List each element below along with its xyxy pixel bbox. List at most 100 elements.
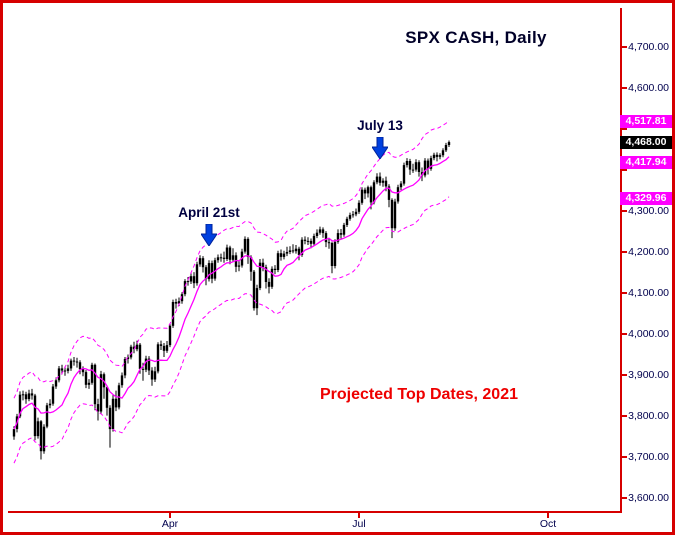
- candle-body: [114, 398, 118, 408]
- candle-body: [411, 169, 415, 171]
- candle-body: [177, 301, 181, 304]
- candle-body: [36, 421, 40, 437]
- y-axis-tick: [622, 87, 627, 89]
- candle-body: [342, 224, 346, 235]
- candle-body: [435, 154, 439, 157]
- candle-body: [279, 253, 283, 257]
- candle-body: [216, 257, 220, 261]
- candle-body: [54, 380, 58, 387]
- candle-body: [192, 276, 196, 284]
- candle-body: [225, 247, 229, 259]
- candle-body: [135, 344, 139, 350]
- y-axis-tick: [622, 333, 627, 335]
- candle-body: [210, 263, 214, 279]
- candle-body: [207, 263, 211, 280]
- candle-body: [150, 370, 154, 380]
- candle-body: [318, 229, 322, 233]
- candle-body: [141, 368, 145, 370]
- candle-body: [48, 403, 52, 406]
- candle-body: [198, 258, 202, 265]
- candle-body: [159, 344, 163, 346]
- candle-body: [366, 187, 370, 194]
- candle-body: [138, 344, 142, 369]
- y-axis-tick: [622, 374, 627, 376]
- candle-body: [363, 189, 367, 194]
- candle-body: [123, 359, 127, 376]
- down-arrow-icon: [200, 223, 218, 248]
- annotation-label: April 21st: [178, 205, 240, 221]
- candle-body: [426, 160, 430, 169]
- candle-body: [231, 255, 235, 260]
- candle-body: [42, 426, 46, 452]
- candle-body: [195, 264, 199, 284]
- candle-body: [27, 393, 31, 400]
- y-axis-label: 4,700.00: [628, 41, 669, 53]
- y-axis-label: 4,600.00: [628, 82, 669, 94]
- candle-body: [384, 180, 388, 187]
- candle-body: [432, 154, 436, 159]
- candle-body: [213, 260, 217, 279]
- price-label: 4,329.96: [620, 192, 672, 206]
- candle-body: [66, 368, 70, 371]
- candle-body: [189, 276, 193, 282]
- candle-body: [57, 368, 61, 381]
- candle-body: [444, 145, 448, 151]
- candle-body: [393, 201, 397, 229]
- candle-body: [294, 248, 298, 252]
- candle-body: [429, 158, 433, 169]
- y-axis-tick: [622, 210, 627, 212]
- price-label: 4,517.81: [620, 115, 672, 129]
- down-arrow-icon: [371, 136, 389, 160]
- candle-body: [180, 294, 184, 302]
- candle-body: [324, 233, 328, 243]
- y-axis-label: 3,800.00: [628, 410, 669, 422]
- candle-body: [120, 375, 124, 386]
- candle-body: [51, 386, 55, 404]
- candle-body: [447, 142, 451, 145]
- candle-body: [129, 346, 133, 358]
- y-axis-tick: [622, 292, 627, 294]
- candle-body: [357, 202, 361, 212]
- y-axis-tick: [622, 497, 627, 499]
- candle-body: [24, 394, 28, 400]
- candle-body: [93, 364, 97, 405]
- candle-body: [441, 150, 445, 156]
- candle-body: [222, 257, 226, 259]
- candle-body: [372, 182, 376, 203]
- y-axis-tick: [622, 46, 627, 48]
- annotation-label: July 13: [357, 117, 403, 133]
- candle-body: [237, 265, 241, 267]
- candle-body: [39, 421, 43, 452]
- upper-band-line: [13, 120, 450, 399]
- candle-body: [303, 239, 307, 241]
- candle-body: [243, 238, 247, 252]
- y-axis-label: 4,000.00: [628, 328, 669, 340]
- candle-body: [183, 281, 187, 295]
- x-axis-label: Oct: [539, 518, 557, 530]
- y-axis-tick: [622, 415, 627, 417]
- candle-body: [249, 256, 253, 272]
- candle-body: [381, 180, 385, 183]
- candle-body: [408, 161, 412, 170]
- candle-body: [414, 162, 418, 170]
- candle-body: [78, 362, 82, 370]
- candle-body: [402, 165, 406, 184]
- candle-body: [99, 374, 103, 412]
- candle-body: [276, 253, 280, 270]
- candle-body: [327, 242, 331, 244]
- y-axis-label: 4,200.00: [628, 246, 669, 258]
- candle-body: [309, 240, 313, 244]
- candle-body: [144, 358, 148, 370]
- candle-body: [75, 361, 79, 363]
- candle-body: [84, 372, 88, 385]
- candle-body: [171, 302, 175, 326]
- candle-body: [396, 187, 400, 202]
- candle-body: [375, 176, 379, 183]
- x-axis-tick: [169, 513, 171, 518]
- candle-body: [72, 360, 76, 362]
- candle-body: [354, 211, 358, 215]
- candle-body: [30, 393, 34, 396]
- candle-body: [132, 346, 136, 350]
- chart-title: SPX CASH, Daily: [405, 28, 547, 47]
